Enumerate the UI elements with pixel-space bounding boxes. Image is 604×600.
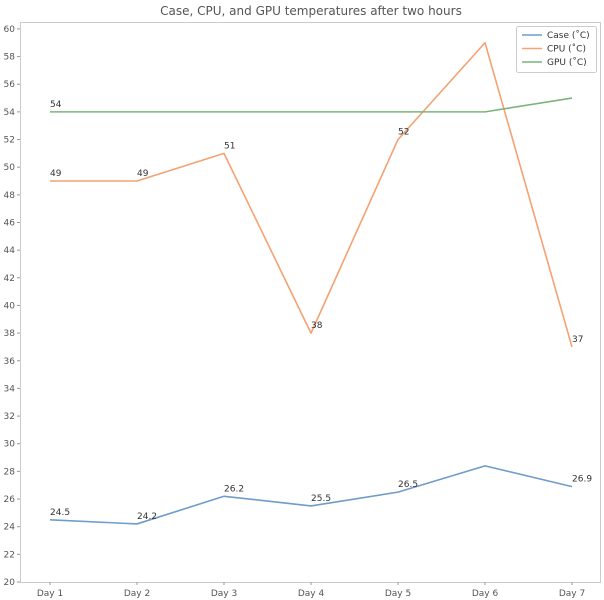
data-label: 54 <box>50 100 62 110</box>
y-tick-label: 30 <box>4 440 16 450</box>
x-tick-label: Day 7 <box>559 589 585 599</box>
x-tick-label: Day 2 <box>124 589 150 599</box>
data-label: 49 <box>137 169 149 179</box>
x-axis: Day 1 Day 2 Day 3 Day 4 Day 5 Day 6 Day 7 <box>37 582 585 599</box>
series-line-1 <box>50 41 573 348</box>
y-tick-label: 42 <box>4 274 15 284</box>
y-tick-label: 44 <box>4 246 16 256</box>
y-tick-label: 46 <box>4 218 16 228</box>
y-tick-label: 28 <box>4 467 16 477</box>
legend-label: Case (˚C) <box>547 30 590 41</box>
y-tick-label: 40 <box>4 301 16 311</box>
y-tick-label: 56 <box>4 80 16 90</box>
x-tick-label: Day 5 <box>385 589 411 599</box>
y-tick-label: 52 <box>4 136 15 146</box>
y-tick-label: 32 <box>4 412 15 422</box>
chart-title: Case, CPU, and GPU temperatures after tw… <box>160 4 462 18</box>
data-label: 49 <box>50 169 62 179</box>
y-tick-label: 34 <box>4 384 16 394</box>
data-label: 26.9 <box>572 475 592 485</box>
y-tick-label: 26 <box>4 495 16 505</box>
y-tick-label: 50 <box>4 163 16 173</box>
y-tick-label: 36 <box>4 357 16 367</box>
y-tick-label: 24 <box>4 523 16 533</box>
x-tick-label: Day 6 <box>472 589 499 599</box>
series-lines <box>49 41 573 525</box>
y-tick-label: 48 <box>4 191 16 201</box>
x-tick-label: Day 3 <box>211 589 237 599</box>
data-label: 51 <box>224 141 235 151</box>
data-label: 24.5 <box>50 508 70 518</box>
legend-box <box>516 26 597 73</box>
y-tick-label: 54 <box>4 108 16 118</box>
y-tick-label: 22 <box>4 550 15 560</box>
legend: Case (˚C) CPU (˚C) GPU (˚C) <box>516 26 597 73</box>
y-tick-label: 58 <box>4 53 16 63</box>
legend-label: CPU (˚C) <box>547 44 586 55</box>
data-label: 26.2 <box>224 484 244 494</box>
y-tick-label: 20 <box>4 578 16 588</box>
data-label: 26.5 <box>398 480 418 490</box>
data-label: 25.5 <box>311 494 331 504</box>
data-label: 38 <box>311 321 323 331</box>
y-axis: 20 22 24 26 28 30 32 34 36 38 40 42 44 46 48 50 52 54 56 58… <box>4 25 20 588</box>
data-label: 24.2 <box>137 512 157 522</box>
data-label: 52 <box>398 128 409 138</box>
series-line-2 <box>50 97 573 113</box>
legend-label: GPU (˚C) <box>547 57 587 68</box>
data-labels: 24.5 24.2 26.2 25.5 26.5 26.9 49 49 51 38 52 37 54 <box>50 100 592 522</box>
x-tick-label: Day 1 <box>37 589 63 599</box>
data-label: 37 <box>572 335 583 345</box>
y-tick-label: 38 <box>4 329 16 339</box>
x-tick-label: Day 4 <box>298 589 325 599</box>
y-tick-label: 60 <box>4 25 16 35</box>
